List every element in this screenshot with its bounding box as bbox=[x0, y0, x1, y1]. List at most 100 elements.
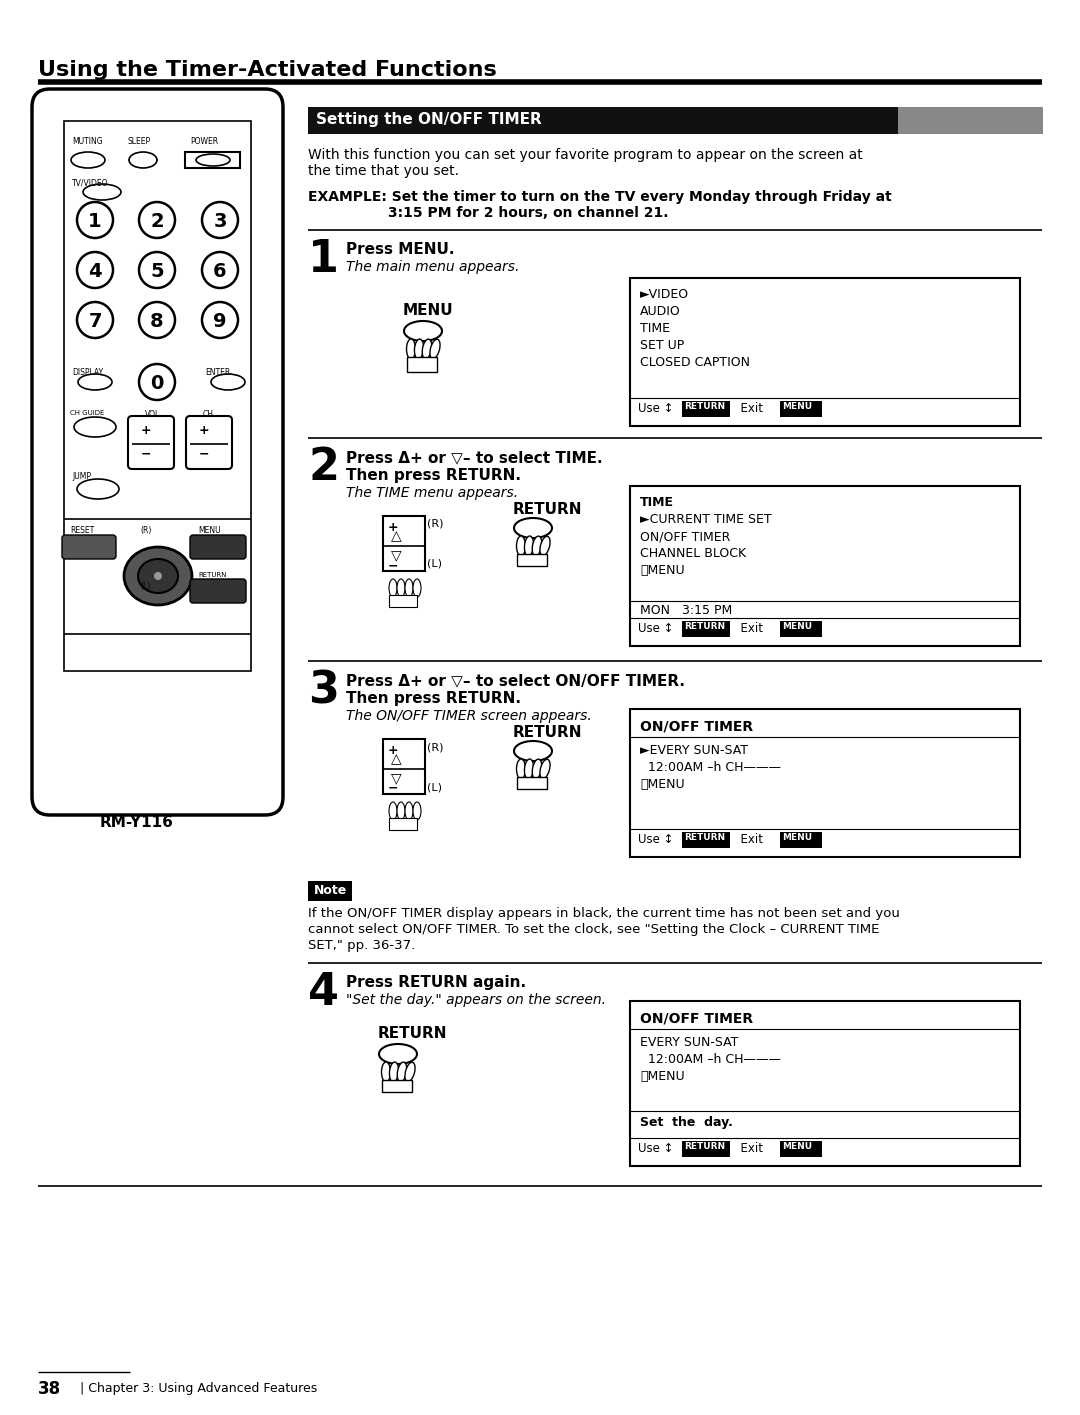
Text: MON   3:15 PM: MON 3:15 PM bbox=[640, 604, 732, 617]
Text: CLOSED CAPTION: CLOSED CAPTION bbox=[640, 357, 750, 369]
Text: −: − bbox=[388, 559, 399, 572]
Text: 2: 2 bbox=[308, 446, 339, 490]
Text: DISPLAY: DISPLAY bbox=[72, 368, 103, 376]
Text: 7: 7 bbox=[89, 311, 102, 331]
Text: ►EVERY SUN‐SAT: ►EVERY SUN‐SAT bbox=[640, 744, 748, 757]
Text: (L): (L) bbox=[427, 559, 442, 569]
Bar bbox=[517, 777, 546, 790]
Text: JUMP: JUMP bbox=[72, 473, 91, 481]
Ellipse shape bbox=[202, 301, 238, 338]
Text: (R): (R) bbox=[140, 526, 151, 535]
FancyBboxPatch shape bbox=[64, 122, 251, 671]
Ellipse shape bbox=[525, 536, 534, 556]
Bar bbox=[185, 151, 240, 168]
Text: ▽: ▽ bbox=[391, 548, 402, 562]
Ellipse shape bbox=[405, 802, 413, 821]
Text: Use ↕: Use ↕ bbox=[638, 833, 677, 846]
Text: 38: 38 bbox=[38, 1380, 62, 1398]
Text: ON/OFF TIMER: ON/OFF TIMER bbox=[640, 1010, 753, 1024]
Text: | Chapter 3: Using Advanced Features: | Chapter 3: Using Advanced Features bbox=[80, 1382, 318, 1395]
Text: The ON/OFF TIMER screen appears.: The ON/OFF TIMER screen appears. bbox=[346, 709, 592, 723]
Text: +: + bbox=[199, 424, 210, 437]
Text: TIME: TIME bbox=[640, 497, 674, 509]
Ellipse shape bbox=[139, 301, 175, 338]
Text: Press MENU.: Press MENU. bbox=[346, 242, 455, 258]
Text: CHANNEL BLOCK: CHANNEL BLOCK bbox=[640, 548, 746, 560]
Text: "Set the day." appears on the screen.: "Set the day." appears on the screen. bbox=[346, 993, 606, 1007]
Text: Using the Timer-Activated Functions: Using the Timer-Activated Functions bbox=[38, 59, 497, 81]
Ellipse shape bbox=[397, 1063, 407, 1082]
Text: TIME: TIME bbox=[640, 323, 670, 335]
Ellipse shape bbox=[83, 184, 121, 200]
Text: MENU: MENU bbox=[403, 303, 454, 318]
Text: 9: 9 bbox=[213, 311, 227, 331]
Text: ❓MENU: ❓MENU bbox=[640, 778, 685, 791]
Ellipse shape bbox=[129, 151, 157, 168]
FancyBboxPatch shape bbox=[190, 579, 246, 603]
Bar bbox=[897, 108, 1043, 134]
Ellipse shape bbox=[415, 340, 423, 359]
Ellipse shape bbox=[139, 252, 175, 289]
Text: (L): (L) bbox=[427, 782, 442, 792]
Ellipse shape bbox=[514, 741, 552, 761]
Text: CH: CH bbox=[203, 410, 214, 419]
Ellipse shape bbox=[77, 480, 119, 499]
Ellipse shape bbox=[413, 579, 421, 597]
Ellipse shape bbox=[195, 154, 230, 166]
Text: (L): (L) bbox=[140, 582, 150, 591]
Text: With this function you can set your favorite program to appear on the screen at: With this function you can set your favo… bbox=[308, 149, 863, 161]
Bar bbox=[382, 1080, 411, 1092]
Text: RETURN: RETURN bbox=[513, 502, 582, 516]
Text: ON/OFF TIMER: ON/OFF TIMER bbox=[640, 719, 753, 733]
Ellipse shape bbox=[71, 151, 105, 168]
Text: RM-Y116: RM-Y116 bbox=[100, 815, 174, 831]
FancyBboxPatch shape bbox=[62, 535, 116, 559]
Ellipse shape bbox=[405, 1063, 415, 1081]
FancyBboxPatch shape bbox=[129, 416, 174, 468]
Text: Press Δ+ or ▽– to select ON/OFF TIMER.: Press Δ+ or ▽– to select ON/OFF TIMER. bbox=[346, 674, 685, 688]
Ellipse shape bbox=[540, 760, 550, 778]
Text: ON/OFF TIMER: ON/OFF TIMER bbox=[640, 531, 730, 543]
FancyBboxPatch shape bbox=[186, 416, 232, 468]
FancyBboxPatch shape bbox=[32, 89, 283, 815]
Text: MENU: MENU bbox=[198, 526, 220, 535]
Text: +: + bbox=[140, 424, 151, 437]
Bar bbox=[681, 621, 730, 637]
Text: EXAMPLE: Set the timer to turn on the TV every Monday through Friday at: EXAMPLE: Set the timer to turn on the TV… bbox=[308, 190, 892, 204]
Text: ►CURRENT TIME SET: ►CURRENT TIME SET bbox=[640, 514, 771, 526]
Ellipse shape bbox=[75, 417, 116, 437]
Ellipse shape bbox=[413, 802, 421, 821]
Text: MENU: MENU bbox=[782, 833, 812, 842]
Text: ▽: ▽ bbox=[391, 771, 402, 785]
Ellipse shape bbox=[532, 536, 542, 556]
Text: 1: 1 bbox=[89, 212, 102, 231]
Text: 4: 4 bbox=[89, 262, 102, 282]
Text: RETURN: RETURN bbox=[198, 572, 227, 577]
Text: 6: 6 bbox=[213, 262, 227, 282]
Ellipse shape bbox=[404, 321, 442, 341]
Ellipse shape bbox=[540, 536, 550, 556]
Ellipse shape bbox=[138, 559, 178, 593]
FancyBboxPatch shape bbox=[190, 535, 246, 559]
Ellipse shape bbox=[406, 340, 416, 359]
Ellipse shape bbox=[397, 579, 405, 597]
Text: RETURN: RETURN bbox=[684, 1142, 725, 1150]
Text: ►VIDEO: ►VIDEO bbox=[640, 289, 689, 301]
Bar bbox=[681, 832, 730, 848]
Text: (R): (R) bbox=[427, 741, 444, 751]
Ellipse shape bbox=[124, 548, 192, 606]
Bar bbox=[630, 1000, 1020, 1166]
Bar bbox=[308, 882, 352, 901]
Text: ❓MENU: ❓MENU bbox=[640, 565, 685, 577]
Text: Press Δ+ or ▽– to select TIME.: Press Δ+ or ▽– to select TIME. bbox=[346, 450, 603, 466]
Text: If the ON/OFF TIMER display appears in black, the current time has not been set : If the ON/OFF TIMER display appears in b… bbox=[308, 907, 900, 920]
Ellipse shape bbox=[139, 364, 175, 400]
Ellipse shape bbox=[211, 374, 245, 391]
Text: 3: 3 bbox=[308, 669, 339, 712]
Text: 8: 8 bbox=[150, 311, 164, 331]
Ellipse shape bbox=[389, 802, 397, 821]
Ellipse shape bbox=[389, 579, 397, 597]
Text: CH GUIDE: CH GUIDE bbox=[70, 410, 105, 416]
Text: Exit: Exit bbox=[733, 623, 762, 635]
Ellipse shape bbox=[422, 340, 432, 359]
